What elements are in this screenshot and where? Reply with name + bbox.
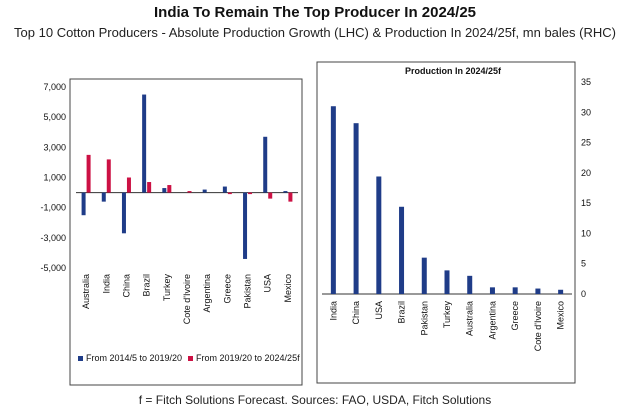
chart-subtitle: Top 10 Cotton Producers - Absolute Produ… xyxy=(14,25,616,40)
legend-label-series-2: From 2019/20 to 2024/25f xyxy=(196,353,300,363)
right-category-label: Argentina xyxy=(487,301,497,340)
left-category-label: Australia xyxy=(81,274,91,309)
chart-title: India To Remain The Top Producer In 2024… xyxy=(153,4,477,21)
left-bar-1 xyxy=(101,192,106,202)
right-category-label: India xyxy=(328,301,338,321)
left-bar-1 xyxy=(121,192,126,234)
right-category-label: Pakistan xyxy=(419,301,429,336)
source-footnote: f = Fitch Solutions Forecast. Sources: F… xyxy=(138,393,492,407)
right-y-tick-label: 10 xyxy=(581,228,591,238)
right-bar xyxy=(399,206,405,294)
left-category-label: Pakistan xyxy=(243,274,253,309)
right-bar xyxy=(512,287,518,294)
left-bar-2 xyxy=(106,159,111,193)
legend-label-series-1: From 2014/5 to 2019/20 xyxy=(86,353,182,363)
right-chart-frame xyxy=(316,61,576,384)
right-bar xyxy=(353,123,359,294)
left-bar-2 xyxy=(187,191,192,193)
left-bar-1 xyxy=(81,192,86,216)
right-chart-title: Production In 2024/25f xyxy=(405,66,502,76)
left-y-tick-label: -3,000 xyxy=(40,233,66,243)
left-bar-2 xyxy=(86,154,91,193)
legend-swatch-series-1 xyxy=(78,356,83,361)
right-bar xyxy=(467,275,473,294)
left-category-label: Mexico xyxy=(283,274,293,303)
right-y-tick-label: 30 xyxy=(581,107,591,117)
left-y-tick-label: -1,000 xyxy=(40,203,66,213)
right-category-label: USA xyxy=(374,301,384,320)
left-y-tick-label: -5,000 xyxy=(40,263,66,273)
left-y-tick-label: 5,000 xyxy=(43,112,66,122)
right-category-label: Mexico xyxy=(556,301,566,330)
left-y-tick-label: 1,000 xyxy=(43,173,66,183)
left-category-label: USA xyxy=(263,274,273,293)
left-category-label: Turkey xyxy=(162,274,172,302)
left-chart-frame xyxy=(69,78,303,386)
left-bar-2 xyxy=(227,192,232,195)
left-bar-2 xyxy=(167,185,172,193)
right-category-label: Brazil xyxy=(397,301,407,324)
right-y-tick-label: 0 xyxy=(581,289,586,299)
left-bar-2 xyxy=(147,182,152,193)
left-chart: 7,000 5,000 3,000 1,000 -1,000 -3,000 -5,000 A… xyxy=(40,78,303,386)
right-category-label: Australia xyxy=(465,301,475,336)
right-bar xyxy=(421,257,427,294)
right-bar xyxy=(376,176,382,294)
right-chart: Production In 2024/25f 0 5 10 15 20 25 30 35 In… xyxy=(316,61,591,384)
right-y-tick-label: 20 xyxy=(581,168,591,178)
left-category-label: Cote d'Ivoire xyxy=(182,274,192,324)
right-y-tick-label: 35 xyxy=(581,77,591,87)
left-category-label: Brazil xyxy=(142,274,152,297)
right-y-tick-label: 15 xyxy=(581,198,591,208)
left-category-label: India xyxy=(101,274,111,294)
left-y-tick-label: 7,000 xyxy=(43,82,66,92)
right-category-label: China xyxy=(351,301,361,325)
left-bar-1 xyxy=(243,192,248,259)
left-bar-1 xyxy=(202,189,207,193)
left-bar-2 xyxy=(268,192,273,199)
right-y-tick-label: 25 xyxy=(581,138,591,148)
left-bar-1 xyxy=(162,188,167,193)
left-category-label: Greece xyxy=(222,274,232,304)
left-category-label: Argentina xyxy=(202,274,212,313)
left-bar-1 xyxy=(142,94,147,193)
right-category-label: Greece xyxy=(510,301,520,331)
right-bar xyxy=(330,106,336,294)
left-legend: From 2014/5 to 2019/20 From 2019/20 to 2… xyxy=(78,353,300,363)
left-bar-1 xyxy=(222,186,227,193)
right-y-tick-label: 5 xyxy=(581,259,586,269)
left-bar-1 xyxy=(263,136,268,193)
left-y-tick-label: 3,000 xyxy=(43,142,66,152)
right-bar xyxy=(489,287,495,294)
right-bar xyxy=(444,270,450,294)
left-bar-2 xyxy=(126,177,131,193)
right-category-label: Turkey xyxy=(442,301,452,329)
right-bar xyxy=(558,289,564,294)
left-bar-1 xyxy=(283,191,288,193)
left-bar-2 xyxy=(248,192,253,195)
left-bar-2 xyxy=(288,192,293,202)
right-category-label: Cote d'Ivoire xyxy=(533,301,543,351)
left-category-label: China xyxy=(121,274,131,298)
right-bar xyxy=(535,288,541,294)
legend-swatch-series-2 xyxy=(188,356,193,361)
